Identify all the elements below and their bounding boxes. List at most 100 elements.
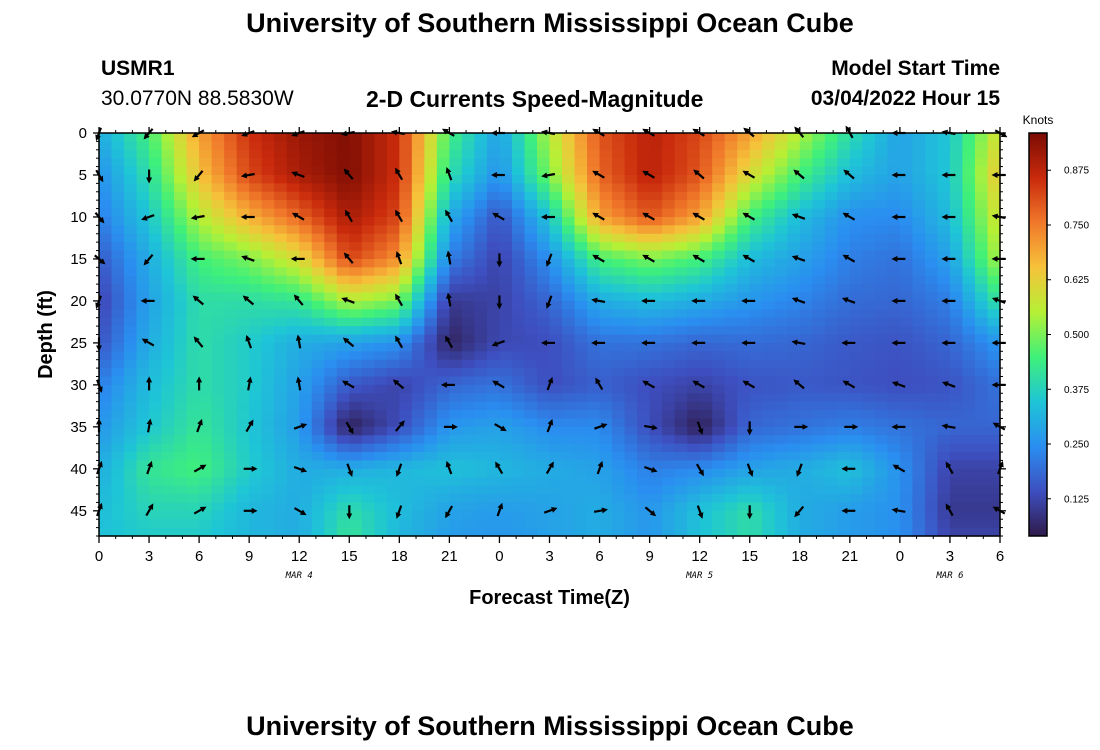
- heatmap-cell: [599, 250, 613, 260]
- heatmap-cell: [424, 191, 438, 201]
- heatmap-cell: [199, 191, 213, 201]
- heatmap-cell: [349, 284, 363, 294]
- heatmap-cell: [299, 435, 313, 445]
- heatmap-cell: [974, 468, 989, 478]
- heatmap-cell: [899, 200, 913, 210]
- heatmap-cell: [349, 393, 363, 403]
- heatmap-cell: [224, 267, 238, 277]
- heatmap-cell: [612, 292, 626, 302]
- heatmap-cell: [136, 216, 150, 226]
- heatmap-cell: [737, 292, 751, 302]
- heatmap-cell: [712, 208, 726, 218]
- current-vector: [495, 461, 504, 475]
- heatmap-cell: [874, 133, 888, 142]
- heatmap-cell: [574, 368, 588, 378]
- heatmap-cell: [361, 426, 375, 436]
- heatmap-cell: [637, 443, 651, 453]
- heatmap-cell: [311, 183, 325, 193]
- heatmap-cell: [411, 376, 425, 386]
- heatmap-cell: [211, 502, 225, 512]
- product-title: 2-D Currents Speed-Magnitude: [366, 86, 704, 112]
- heatmap-cell: [336, 418, 350, 428]
- heatmap-cell: [486, 149, 501, 159]
- current-vector: [346, 463, 353, 477]
- heatmap-cell: [987, 267, 1001, 277]
- heatmap-cell: [349, 443, 363, 453]
- heatmap-cell: [974, 502, 989, 512]
- heatmap-cell: [424, 174, 438, 184]
- heatmap-cell: [149, 133, 163, 142]
- heatmap-cell: [524, 452, 538, 462]
- heatmap-cell: [499, 149, 513, 159]
- heatmap-cell: [399, 208, 413, 218]
- heatmap-cell: [386, 317, 400, 327]
- heatmap-cell: [937, 502, 951, 512]
- heatmap-cell: [899, 426, 913, 436]
- heatmap-cell: [899, 359, 913, 369]
- heatmap-cell: [511, 401, 526, 411]
- heatmap-cell: [699, 410, 713, 420]
- heatmap-cell: [399, 485, 413, 495]
- heatmap-cell: [449, 284, 463, 294]
- heatmap-cell: [424, 225, 438, 235]
- heatmap-cell: [249, 468, 263, 478]
- heatmap-cell: [599, 477, 613, 487]
- heatmap-cell: [687, 401, 701, 411]
- heatmap-cell: [812, 426, 826, 436]
- heatmap-cell: [199, 133, 213, 142]
- heatmap-cell: [799, 359, 813, 369]
- heatmap-cell: [274, 342, 288, 352]
- heatmap-cell: [737, 225, 751, 235]
- heatmap-cell: [349, 258, 363, 268]
- heatmap-cell: [111, 418, 125, 428]
- heatmap-cell: [186, 510, 200, 520]
- heatmap-cell: [286, 267, 300, 277]
- heatmap-cell: [924, 443, 939, 453]
- heatmap-cell: [436, 183, 450, 193]
- heatmap-cell: [236, 527, 250, 537]
- heatmap-cell: [724, 443, 738, 453]
- heatmap-cell: [649, 300, 663, 310]
- heatmap-cell: [449, 317, 463, 327]
- heatmap-cell: [987, 275, 1001, 285]
- heatmap-cell: [124, 284, 138, 294]
- heatmap-cell: [862, 359, 876, 369]
- heatmap-cell: [962, 317, 976, 327]
- heatmap-cell: [161, 351, 175, 361]
- heatmap-cell: [862, 384, 876, 394]
- heatmap-cell: [274, 208, 288, 218]
- heatmap-cell: [249, 334, 263, 344]
- heatmap-cell: [887, 334, 901, 344]
- heatmap-cell: [374, 233, 388, 243]
- heatmap-cell: [799, 334, 813, 344]
- heatmap-cell: [549, 183, 563, 193]
- heatmap-cell: [962, 460, 976, 470]
- heatmap-cell: [424, 309, 438, 319]
- heatmap-cell: [749, 309, 763, 319]
- heatmap-cell: [224, 141, 238, 151]
- heatmap-cell: [699, 359, 713, 369]
- heatmap-cell: [274, 502, 288, 512]
- heatmap-cell: [299, 191, 313, 201]
- heatmap-cell: [261, 292, 275, 302]
- heatmap-cell: [824, 510, 838, 520]
- heatmap-cell: [587, 267, 601, 277]
- heatmap-cell: [887, 174, 901, 184]
- heatmap-cell: [574, 376, 588, 386]
- heatmap-cell: [361, 317, 375, 327]
- heatmap-cell: [899, 267, 913, 277]
- heatmap-cell: [186, 334, 200, 344]
- heatmap-cell: [637, 326, 651, 336]
- heatmap-cell: [336, 452, 350, 462]
- heatmap-cell: [311, 334, 325, 344]
- heatmap-cell: [424, 519, 438, 529]
- heatmap-cell: [912, 368, 926, 378]
- heatmap-cell: [111, 326, 125, 336]
- heatmap-cell: [349, 410, 363, 420]
- heatmap-cell: [161, 384, 175, 394]
- heatmap-cell: [324, 233, 338, 243]
- heatmap-cell: [299, 250, 313, 260]
- current-vector: [696, 421, 704, 435]
- heatmap-cell: [612, 166, 626, 176]
- heatmap-cell: [574, 200, 588, 210]
